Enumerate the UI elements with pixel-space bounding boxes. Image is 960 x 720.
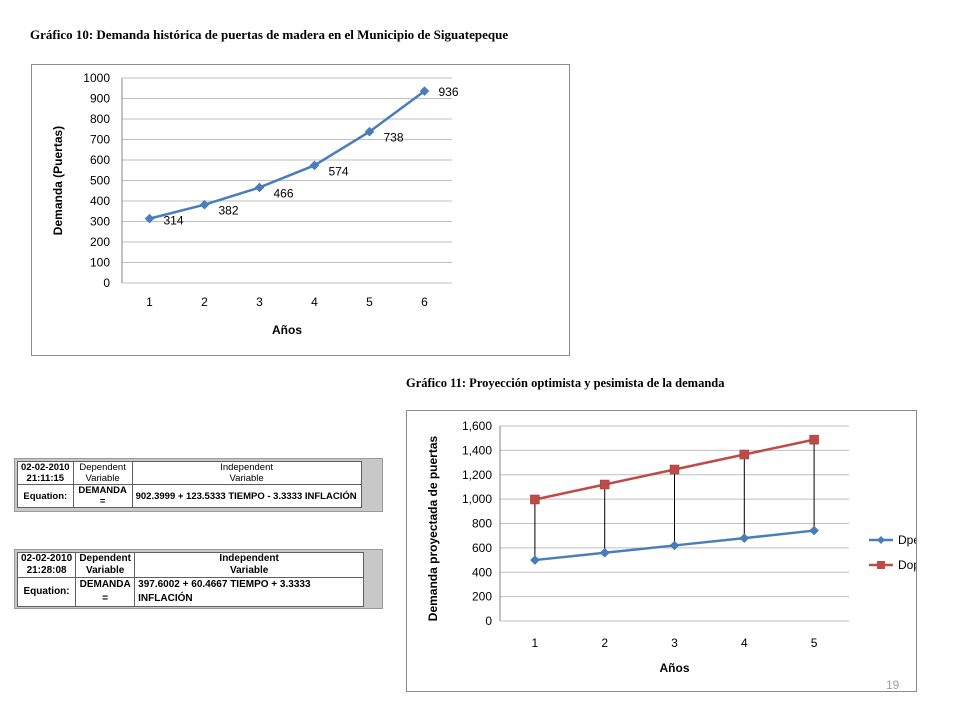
chart10-ytick-label: 400 bbox=[90, 194, 110, 208]
chart10-ytick-label: 300 bbox=[90, 215, 110, 229]
chart11-dpe-point bbox=[809, 525, 819, 536]
chart10-plot: 0 100 200 300 400 500 600 700 800 900 1000 1 2 3 4 5 6 Añ… bbox=[51, 71, 459, 337]
eq2-dep-header-1: Dependent bbox=[79, 553, 131, 564]
chart10-x-axis-title: Años bbox=[272, 323, 302, 337]
chart10-xtick-label: 5 bbox=[366, 295, 373, 309]
eq2-indep-header-2: Variable bbox=[229, 565, 269, 576]
chart10-data-point bbox=[144, 213, 155, 224]
chart11-caption: Gráfico 11: Proyección optimista y pesim… bbox=[406, 376, 725, 390]
chart10-ytick-label: 600 bbox=[90, 153, 110, 167]
eq1-label: Equation: bbox=[17, 484, 74, 508]
eq2-dependent: DEMANDA = bbox=[75, 577, 136, 607]
chart11-dop-point bbox=[669, 464, 680, 475]
chart11-legend-dop-label: Dop bbox=[898, 558, 916, 572]
chart10-ytick-label: 500 bbox=[90, 174, 110, 188]
chart10-data-label: 574 bbox=[329, 164, 349, 178]
chart10-data-point bbox=[254, 182, 265, 193]
eq1-indep-header-2: Variable bbox=[229, 473, 264, 484]
chart11-dop-point bbox=[599, 479, 610, 490]
chart11-dop-point bbox=[530, 494, 540, 505]
chart11-ytick-label: 400 bbox=[472, 565, 492, 579]
chart10-data-label: 466 bbox=[274, 186, 294, 200]
chart10-ytick-label: 900 bbox=[90, 92, 110, 106]
eq2-expression: 397.6002 + 60.4667 TIEMPO + 3.3333 INFLA… bbox=[134, 577, 365, 607]
chart10-caption: Gráfico 10: Demanda histórica de puertas… bbox=[30, 27, 509, 42]
chart11-legend-dpe-label: Dpe bbox=[898, 533, 916, 547]
chart11-frame: 0 200 400 600 800 1,000 1,200 1,400 1,600 1 2 3 4 5 Añ… bbox=[406, 410, 920, 692]
chart10-ytick-label: 100 bbox=[90, 256, 110, 270]
eq1-date: 02-02-2010 bbox=[21, 462, 70, 473]
equation-box-2: 02-02-2010 21:28:08 Dependent Variable Ind… bbox=[14, 549, 383, 609]
chart11-ytick-label: 1,000 bbox=[462, 492, 492, 506]
eq1-dep-header-2: Variable bbox=[85, 473, 120, 484]
chart11-dpe-point bbox=[669, 540, 680, 551]
chart10-data-label: 382 bbox=[219, 204, 239, 218]
chart11-legend-dpe-marker bbox=[877, 536, 885, 544]
eq2-date: 02-02-2010 bbox=[21, 553, 73, 564]
chart10-data-label: 314 bbox=[164, 214, 184, 228]
eq1-expression: 902.3999 + 123.5333 TIEMPO - 3.3333 INFL… bbox=[131, 484, 362, 508]
chart10-data-label: 936 bbox=[439, 85, 459, 99]
chart10-xtick-label: 1 bbox=[146, 295, 153, 309]
chart11-ytick-label: 1,600 bbox=[462, 419, 492, 433]
eq2-label: Equation: bbox=[16, 577, 77, 607]
chart10-frame: 0 100 200 300 400 500 600 700 800 900 1000 1 2 3 4 5 6 Añ… bbox=[31, 64, 570, 356]
chart11-legend-dop-marker bbox=[877, 561, 885, 569]
chart10-data-label: 738 bbox=[384, 131, 404, 145]
chart10-series-line bbox=[149, 90, 426, 220]
equation-table-2: 02-02-2010 21:28:08 Dependent Variable Ind… bbox=[16, 552, 365, 607]
chart11-ytick-label: 1,200 bbox=[462, 468, 492, 482]
chart11-y-axis-title: Demanda proyectada de puertas bbox=[426, 435, 440, 621]
equation-table-1: 02-02-2010 21:11:15 Dependent Variable Ind… bbox=[17, 461, 362, 508]
chart11-dpe-point bbox=[530, 555, 540, 565]
chart11-ytick-label: 200 bbox=[472, 590, 492, 604]
chart10-data-point bbox=[199, 199, 210, 210]
chart10-xtick-label: 4 bbox=[311, 295, 318, 309]
eq1-time: 21:11:15 bbox=[26, 473, 65, 484]
chart11-dop-point bbox=[739, 449, 750, 460]
chart11-ytick-label: 800 bbox=[472, 517, 492, 531]
chart10-xtick-label: 6 bbox=[421, 295, 428, 309]
chart10-ytick-label: 0 bbox=[103, 276, 110, 290]
chart10-data-point bbox=[364, 126, 375, 137]
chart10-y-axis-title: Demanda (Puertas) bbox=[51, 126, 65, 235]
page-number: 19 bbox=[886, 678, 900, 692]
chart11-xtick-label: 4 bbox=[741, 636, 748, 650]
chart11-x-axis-title: Años bbox=[660, 661, 690, 675]
chart10-data-point bbox=[309, 160, 320, 171]
equation-box-1: 02-02-2010 21:11:15 Dependent Variable Ind… bbox=[14, 458, 383, 512]
chart11-ytick-label: 1,400 bbox=[462, 443, 492, 457]
chart11-dpe-point bbox=[599, 547, 610, 558]
chart10-xtick-label: 2 bbox=[201, 295, 208, 309]
chart11-xtick-label: 3 bbox=[671, 636, 678, 650]
chart10-ytick-label: 1000 bbox=[83, 71, 110, 85]
chart10-data-point bbox=[419, 86, 430, 96]
eq1-dep-header-1: Dependent bbox=[79, 462, 126, 473]
chart11-ytick-label: 600 bbox=[472, 541, 492, 555]
chart11-xtick-label: 1 bbox=[532, 636, 539, 650]
eq2-time: 21:28:08 bbox=[26, 565, 67, 576]
chart11-dop-point bbox=[809, 434, 819, 445]
eq1-indep-header-1: Independent bbox=[220, 462, 274, 473]
eq1-dependent: DEMANDA = bbox=[72, 484, 133, 508]
chart10-ytick-label: 700 bbox=[90, 133, 110, 147]
chart10-ytick-label: 800 bbox=[90, 112, 110, 126]
chart11-ytick-label: 0 bbox=[485, 614, 492, 628]
chart11-xtick-label: 5 bbox=[811, 636, 818, 650]
chart10-xtick-label: 3 bbox=[256, 295, 263, 309]
chart11-xtick-label: 2 bbox=[601, 636, 608, 650]
chart11-plot: 0 200 400 600 800 1,000 1,200 1,400 1,600 1 2 3 4 5 Añ… bbox=[426, 419, 920, 675]
eq2-dep-header-2: Variable bbox=[85, 565, 125, 576]
chart10-ytick-label: 200 bbox=[90, 235, 110, 249]
chart11-dpe-point bbox=[739, 533, 750, 543]
eq2-indep-header-1: Independent bbox=[219, 553, 279, 564]
